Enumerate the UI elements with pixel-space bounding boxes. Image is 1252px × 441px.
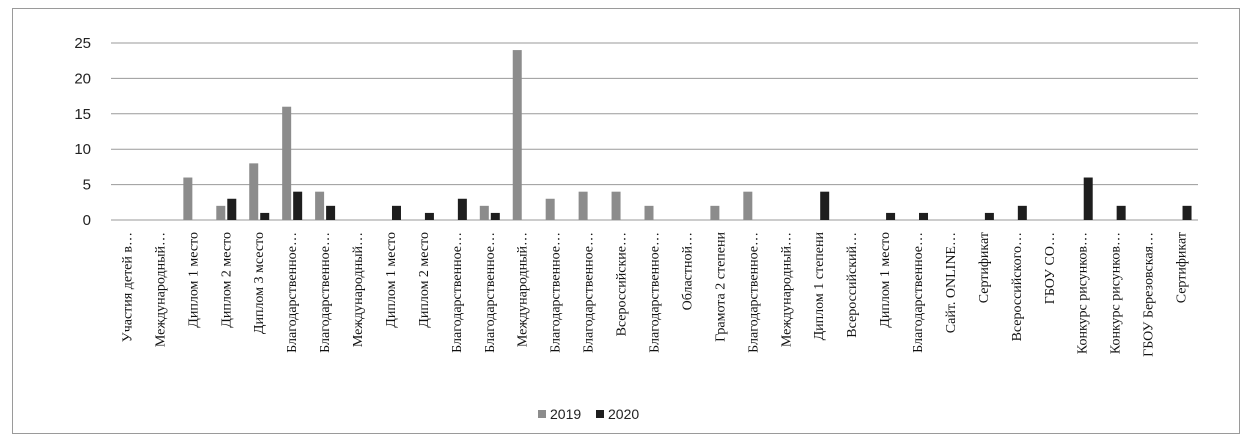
bars: [183, 50, 1192, 220]
bar-2020: [293, 191, 303, 220]
x-tick-label: Диплом 1 место: [186, 232, 201, 328]
bar-2020: [919, 212, 929, 220]
x-tick-label: Международный…: [516, 232, 531, 347]
x-tick-label: Областной…: [680, 232, 695, 310]
x-tick-label: Благодарственное…: [285, 232, 300, 353]
bar-2019: [183, 177, 193, 220]
bar-2019: [216, 205, 226, 220]
legend: 2019 2020: [538, 406, 639, 422]
x-tick-label: Всероссийского…: [1010, 232, 1025, 341]
bar-2019: [611, 191, 621, 220]
bar-2019: [545, 198, 555, 220]
legend-label-2019: 2019: [550, 406, 581, 422]
x-tick-label: Участия детей в…: [120, 232, 135, 342]
x-axis: Участия детей в… Международный… Диплом 1 м…: [120, 231, 1189, 356]
x-tick-label: Конкурс рисунков…: [1109, 232, 1124, 354]
bar-2020: [1083, 177, 1093, 220]
bar-2019: [578, 191, 588, 220]
gridlines: [111, 42, 1198, 221]
bar-2020: [260, 212, 270, 220]
bar-2020: [227, 198, 237, 220]
bar-2020: [326, 205, 336, 220]
x-tick-label: Благодарственное…: [648, 232, 663, 353]
chart-frame: 0 5 10 15 20 25 Участия детей в… Международный…: [12, 8, 1240, 434]
bar-2020: [490, 212, 500, 220]
x-tick-label: Международный…: [779, 232, 794, 347]
x-tick-label: ГБОУ Березовская…: [1142, 232, 1157, 357]
bar-2019: [644, 205, 654, 220]
x-tick-label: Диплом 1 степени: [812, 232, 827, 341]
x-tick-label: Сертификат: [1175, 232, 1190, 303]
bar-2019: [710, 205, 720, 220]
legend-swatch-2019: [538, 410, 546, 418]
bar-2020: [457, 198, 467, 220]
bar-2019: [743, 191, 753, 220]
x-tick-label: Всероссийский…: [845, 232, 860, 338]
x-tick-label: Благодарственное…: [318, 232, 333, 353]
x-tick-label: Международный…: [153, 232, 168, 347]
x-tick-label: Диплом 1 место: [384, 232, 399, 328]
bar-2020: [1017, 205, 1027, 220]
bar-2020: [984, 212, 994, 220]
y-tick-label: 10: [74, 141, 91, 158]
y-tick-label: 20: [74, 70, 91, 87]
x-tick-label: Международный…: [351, 232, 366, 347]
x-tick-label: Диплом 3 мсесто: [252, 232, 267, 334]
x-tick-label: Грамота 2 степени: [713, 231, 728, 341]
bar-2020: [391, 205, 401, 220]
legend-swatch-2020: [596, 410, 604, 418]
bar-2019: [249, 163, 259, 220]
x-tick-label: Диплом 2 место: [219, 232, 234, 328]
bar-chart: 0 5 10 15 20 25 Участия детей в… Международный…: [74, 35, 1198, 422]
x-tick-label: Диплом 1 место: [878, 232, 893, 328]
x-tick-label: Сайт. ONLINE…: [944, 232, 959, 333]
x-tick-label: Благодарственное…: [582, 232, 597, 353]
bar-2019: [512, 50, 522, 220]
bar-2020: [424, 212, 434, 220]
x-tick-label: Благодарственное…: [549, 232, 564, 353]
x-tick-label: Благодарственное…: [450, 232, 465, 353]
bar-2019: [282, 106, 292, 220]
y-axis: 0 5 10 15 20 25: [74, 35, 91, 229]
x-tick-label: Конкурс рисунков…: [1076, 232, 1091, 354]
x-tick-label: Сертификат: [977, 232, 992, 303]
y-tick-label: 25: [74, 35, 91, 52]
bar-2019: [315, 191, 325, 220]
y-tick-label: 15: [74, 106, 91, 123]
x-tick-label: ГБОУ СО…: [1043, 232, 1058, 304]
y-tick-label: 0: [83, 212, 91, 229]
x-tick-label: Диплом 2 место: [417, 232, 432, 328]
bar-2020: [1182, 205, 1192, 220]
bar-2020: [886, 212, 896, 220]
bar-2020: [820, 191, 830, 220]
x-tick-label: Всероссийские…: [615, 232, 630, 336]
bar-2019: [479, 205, 489, 220]
legend-label-2020: 2020: [608, 406, 639, 422]
x-tick-label: Благодарственное…: [746, 232, 761, 353]
bar-2020: [1116, 205, 1126, 220]
x-tick-label: Благодарственное…: [911, 232, 926, 353]
y-tick-label: 5: [83, 177, 91, 194]
x-tick-label: Благодарственное…: [483, 232, 498, 353]
